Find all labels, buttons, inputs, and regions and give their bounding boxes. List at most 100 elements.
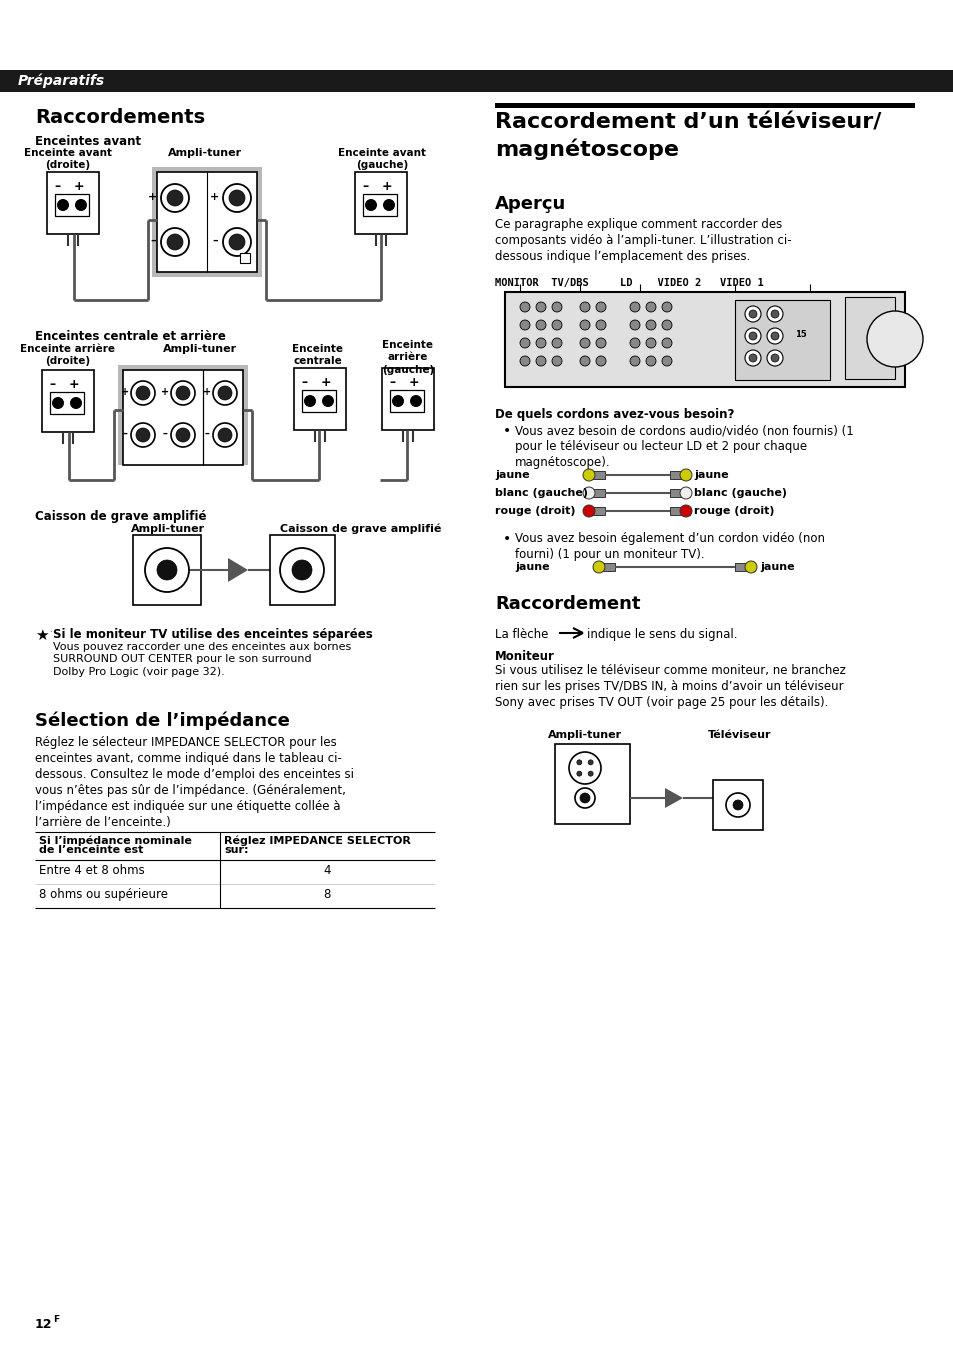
Circle shape [766,328,782,345]
Circle shape [223,184,251,212]
Text: –: – [361,180,368,193]
Text: rouge (droit): rouge (droit) [495,507,575,516]
Circle shape [661,303,671,312]
Circle shape [175,386,190,400]
Text: La flèche: La flèche [495,628,548,640]
Text: –: – [49,378,55,390]
Circle shape [304,394,315,407]
Text: Ampli-tuner: Ampli-tuner [163,345,236,354]
Text: Ampli-tuner: Ampli-tuner [547,730,621,740]
Circle shape [292,561,312,580]
Text: Réglez IMPEDANCE SELECTOR: Réglez IMPEDANCE SELECTOR [224,835,411,846]
Circle shape [582,486,595,499]
Bar [42,370,94,432]
Circle shape [552,303,561,312]
Circle shape [392,394,403,407]
Bar [157,172,256,272]
Circle shape [645,357,656,366]
Circle shape [770,332,779,340]
Bar [363,195,396,216]
Circle shape [596,303,605,312]
Circle shape [679,486,691,499]
Bar [118,365,248,465]
Text: ·: · [49,628,51,638]
Circle shape [679,505,691,517]
Text: Entre 4 et 8 ohms: Entre 4 et 8 ohms [39,865,145,877]
Text: Téléviseur: Téléviseur [707,730,771,740]
Text: Vous avez besoin également d’un cordon vidéo (non
fourni) (1 pour un moniteur TV: Vous avez besoin également d’un cordon v… [515,532,824,561]
Circle shape [629,303,639,312]
Circle shape [732,800,742,811]
Text: sur:: sur: [224,844,248,855]
Text: +: + [381,180,392,193]
Text: MONITOR  TV/DBS     LD    VIDEO 2   VIDEO 1: MONITOR TV/DBS LD VIDEO 2 VIDEO 1 [495,278,763,288]
Text: Ampli-tuner: Ampli-tuner [131,524,205,534]
Circle shape [744,305,760,322]
Circle shape [519,320,530,330]
Bar [240,253,250,263]
Polygon shape [664,788,682,808]
Text: –: – [389,376,395,389]
Text: Sélection de l’impédance: Sélection de l’impédance [35,712,290,731]
Text: +: + [203,386,211,397]
Circle shape [145,549,189,592]
Circle shape [579,793,589,802]
Circle shape [661,320,671,330]
Text: 4: 4 [323,863,331,877]
Text: Raccordements: Raccordements [35,108,205,127]
Bar [381,367,434,430]
Bar [152,168,262,277]
Circle shape [213,381,236,405]
Bar [495,103,914,108]
Text: +: + [161,386,169,397]
Text: Enceinte
arrière
(gauche): Enceinte arrière (gauche) [381,340,434,374]
Circle shape [629,320,639,330]
Circle shape [136,428,150,442]
Bar [504,292,904,386]
Text: ★: ★ [35,628,49,643]
Circle shape [645,303,656,312]
Circle shape [131,381,154,405]
Circle shape [582,505,595,517]
Text: Vous avez besoin de cordons audio/vidéo (non fournis) (1
pour le téléviseur ou l: Vous avez besoin de cordons audio/vidéo … [515,424,853,469]
Circle shape [577,771,581,777]
Circle shape [588,759,593,765]
Bar [734,300,829,380]
Bar [669,489,689,497]
Bar [584,489,604,497]
Circle shape [579,320,589,330]
Circle shape [582,469,595,481]
Text: Réglez le sélecteur IMPEDANCE SELECTOR pour les
enceintes avant, comme indiqué d: Réglez le sélecteur IMPEDANCE SELECTOR p… [35,736,354,830]
Bar [555,744,629,824]
Circle shape [280,549,324,592]
Circle shape [579,338,589,349]
Text: jaune: jaune [495,470,529,480]
Circle shape [171,381,194,405]
Circle shape [679,469,691,481]
Text: Vous pouvez raccorder une des enceintes aux bornes
SURROUND OUT CENTER pour le s: Vous pouvez raccorder une des enceintes … [53,642,351,677]
Circle shape [766,305,782,322]
Circle shape [57,199,69,211]
Bar [734,563,754,571]
Bar [47,172,99,234]
Circle shape [568,753,600,784]
Circle shape [770,354,779,362]
Circle shape [866,311,923,367]
Text: –: – [300,376,307,389]
Text: Ce paragraphe explique comment raccorder des
composants vidéo à l’ampli-tuner. L: Ce paragraphe explique comment raccorder… [495,218,791,263]
Circle shape [175,428,190,442]
Bar [270,535,335,605]
Circle shape [365,199,376,211]
Text: +: + [69,378,79,390]
Circle shape [770,309,779,317]
Text: Si le moniteur TV utilise des enceintes séparées: Si le moniteur TV utilise des enceintes … [53,628,373,640]
Circle shape [725,793,749,817]
Text: Caisson de grave amplifié: Caisson de grave amplifié [35,509,206,523]
Circle shape [229,190,245,205]
Circle shape [748,354,757,362]
Text: –: – [54,180,60,193]
Circle shape [748,332,757,340]
Text: +: + [408,376,419,389]
Bar [584,471,604,480]
Circle shape [322,394,334,407]
